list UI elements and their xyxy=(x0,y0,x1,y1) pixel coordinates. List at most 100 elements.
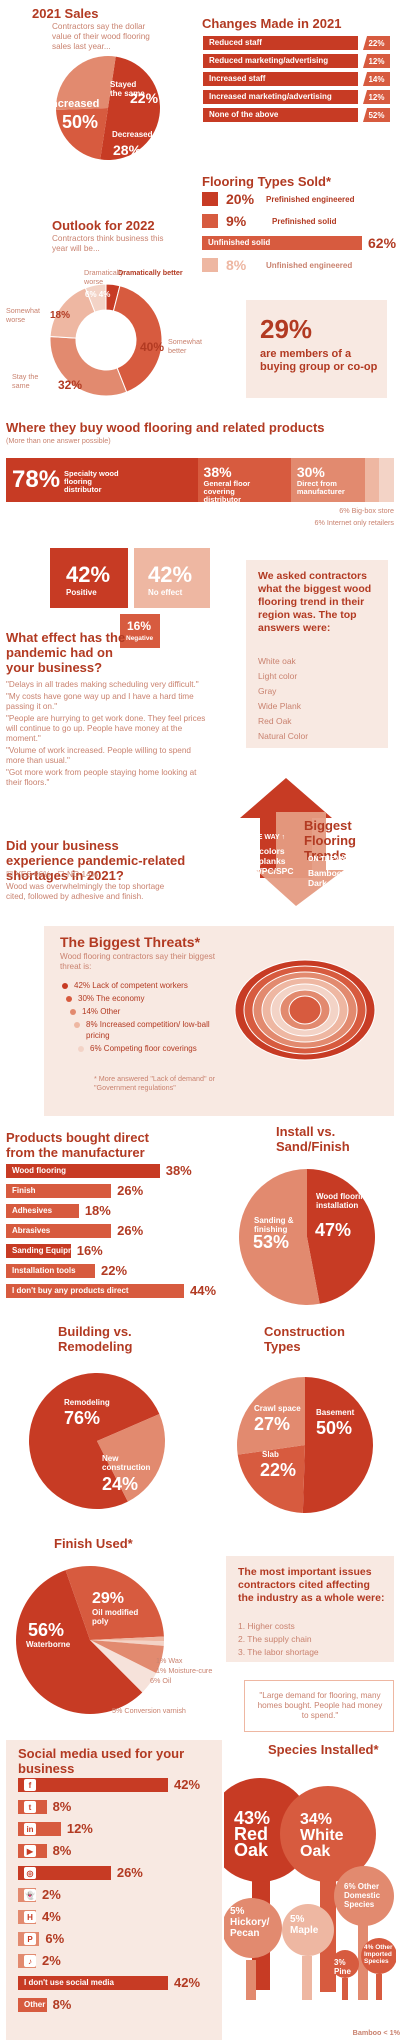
pandemic-negative-pct: 16% xyxy=(127,619,152,633)
products-direct-value: 26% xyxy=(117,1183,144,1198)
threat-item: 14% Other xyxy=(62,1006,232,1017)
sales-pie xyxy=(56,56,160,160)
flooring-types-title: Flooring Types Sold* xyxy=(202,174,332,189)
tree-crown xyxy=(224,1898,282,1958)
construction-slice-2 xyxy=(237,1377,305,1455)
sales-slice-1 xyxy=(56,108,108,160)
social-value: 8% xyxy=(52,1843,72,1858)
social-value: 12% xyxy=(66,1821,93,1836)
species-redoak: 43% Red Oak xyxy=(234,1808,271,1860)
outlook-same-pct: 32% xyxy=(58,378,83,392)
threat-dot xyxy=(62,983,68,989)
species-whiteoak: 34% White Oak xyxy=(300,1811,344,1860)
trend-answer: Gray xyxy=(258,686,277,696)
outlook-dramatically-worse: Dramatically worse xyxy=(84,268,124,286)
install-pct: 47% xyxy=(315,1220,352,1240)
issues-item: 2. The supply chain xyxy=(238,1634,312,1644)
flooring-type-label: Prefinished solid xyxy=(272,217,337,226)
threat-dot xyxy=(74,1022,80,1028)
flooring-type-value: 62% xyxy=(368,235,397,251)
species-hickory: 5% Hickory/ Pecan xyxy=(230,1906,270,1939)
threats-list: 42% Lack of competent workers 30% The eco… xyxy=(62,980,232,1056)
changes-bar: Increased staff xyxy=(203,72,358,86)
trend-down-item: Bamboo xyxy=(308,868,342,878)
building-pie xyxy=(29,1373,165,1509)
sales-slice-2 xyxy=(56,56,116,111)
sand-pct: 53% xyxy=(253,1232,290,1252)
social-bar: 👻 xyxy=(18,1888,36,1902)
outlook-worse-pct: 18% xyxy=(50,310,71,321)
where-bigbox: 6% Big-box store xyxy=(339,506,394,515)
sales-slice-0 xyxy=(100,56,160,160)
pandemic-quote: "Volume of work increased. People willin… xyxy=(6,746,191,765)
outlook-dramatically-better: Dramatically better xyxy=(118,268,183,277)
pandemic-positive-pct: 42% xyxy=(66,562,111,587)
trend-up-items: Light colors Wide planks LVT/WPC/SPC floor… xyxy=(236,846,322,886)
biggest-trends-title: Biggest Flooring Trends xyxy=(304,818,356,863)
products-direct-bars: Wood flooring 38% Finish 26% Adhesives 18% Abr… xyxy=(6,1163,226,1324)
products-direct-value: 16% xyxy=(76,1243,103,1258)
flooring-type-label: Unfinished engineered xyxy=(266,261,353,270)
threats-footnote: * More answered "Lack of demand" or "Gov… xyxy=(94,1074,215,1092)
social-value: 2% xyxy=(42,1887,61,1902)
flooring-type-bar xyxy=(202,214,218,228)
sales-title: 2021 Sales xyxy=(32,6,99,21)
where-buy-bar: 78% Specialty wood flooring distributor 38… xyxy=(6,458,394,504)
changes-title: Changes Made in 2021 xyxy=(202,16,342,31)
tree-crown xyxy=(282,1904,334,1956)
social-value: 42% xyxy=(174,1975,201,1990)
products-direct-bar: I don't buy any products direct xyxy=(6,1284,184,1298)
social-label: Other xyxy=(24,2000,46,2009)
sales-decreased-pct: 28% xyxy=(113,142,142,158)
tree-trunk xyxy=(376,1974,382,2000)
social-value: 6% xyxy=(45,1931,65,1946)
products-direct-bar: Abrasives xyxy=(6,1224,112,1238)
social-value: 26% xyxy=(116,1865,143,1880)
finish-slice-1 xyxy=(65,1566,164,1640)
pandemic-quote: "People are hurrying to get work done. T… xyxy=(6,714,206,743)
trend-answer: White oak xyxy=(258,656,296,666)
trend-up-item: Light colors xyxy=(236,846,285,856)
flooring-types-bars: 20% Prefinished engineered 9% Prefinished s… xyxy=(202,191,396,280)
outlook-stay-same: Stay the same xyxy=(12,372,39,390)
species-title: Species Installed* xyxy=(268,1742,379,1757)
changes-bar: Increased marketing/advertising xyxy=(203,90,358,104)
tree-rings xyxy=(234,959,376,1061)
outlook-donut xyxy=(49,283,163,397)
linkedin-icon: in xyxy=(24,1823,36,1835)
trend-answers: White oak Light color Gray Wide Plank Red Oa… xyxy=(258,654,378,744)
products-direct-label: Finish xyxy=(12,1186,36,1195)
where-buy-segment xyxy=(364,458,380,502)
waterborne-pct: 56% xyxy=(28,1620,65,1640)
social-bar: ◎ xyxy=(18,1866,111,1880)
products-direct-label: Installation tools xyxy=(12,1266,76,1275)
basement-pct: 50% xyxy=(316,1418,353,1438)
threat-text: 30% The economy xyxy=(78,994,145,1003)
threat-text: 42% Lack of competent workers xyxy=(74,981,188,990)
social-bar: I don't use social media xyxy=(18,1976,168,1990)
pinterest-icon: P xyxy=(24,1933,36,1945)
buying-group-pct: 29% xyxy=(260,314,313,344)
social-bar: ▶ xyxy=(18,1844,47,1858)
pandemic-quote: "Delays in all trades making scheduling … xyxy=(6,680,199,689)
social-value: 4% xyxy=(42,1909,61,1924)
social-bar: f xyxy=(18,1778,168,1792)
products-direct-bar: Adhesives xyxy=(6,1204,79,1218)
social-label: I don't use social media xyxy=(24,1978,114,1987)
outlook-title: Outlook for 2022 xyxy=(52,218,155,233)
outlook-slice-2 xyxy=(49,335,128,397)
where-buy-label: Direct from manufacturer xyxy=(296,479,345,496)
flooring-type-value: 8% xyxy=(226,257,247,273)
threat-item: 6% Competing floor coverings xyxy=(62,1043,232,1054)
sales-subtitle: Contractors say the dollar value of thei… xyxy=(52,22,150,51)
where-buy-label: Specialty wood flooring distributor xyxy=(64,469,119,494)
changes-bar: Reduced marketing/advertising xyxy=(203,54,358,68)
buying-group-text: are members of a buying group or co-op xyxy=(260,348,378,373)
trend-on-way-down: ON THE WAY ↓ xyxy=(308,856,358,863)
threats-title: The Biggest Threats* xyxy=(60,934,201,950)
pandemic-positive: 42% Positive xyxy=(50,548,128,608)
social-bar: ♪ xyxy=(18,1954,36,1968)
finish-pie xyxy=(15,1566,164,1714)
tree-trunk xyxy=(302,1956,312,2000)
products-direct-bar: Wood flooring xyxy=(6,1164,160,1178)
